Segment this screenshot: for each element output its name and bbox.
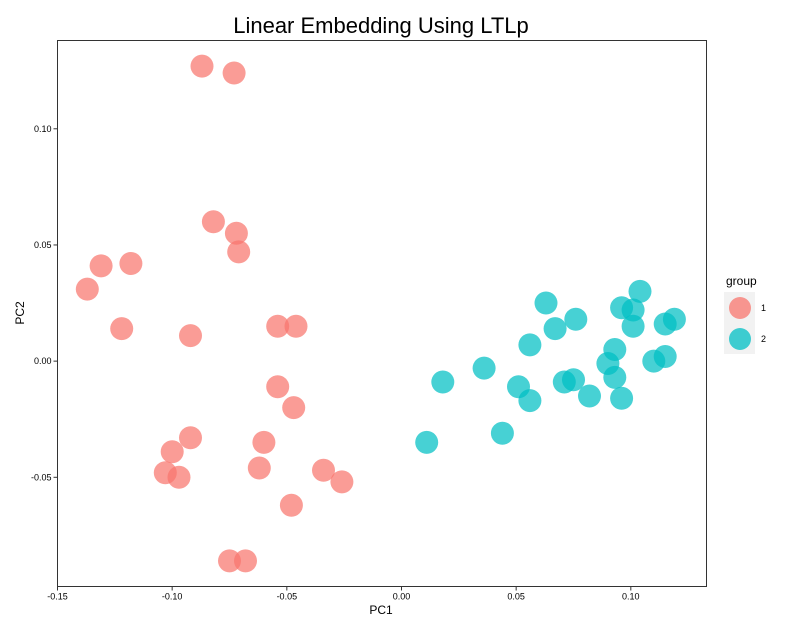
data-point-group-1 [179,426,202,450]
x-tick-label: 0.10 [622,592,640,602]
legend-label-group-2: 2 [761,334,766,344]
data-point-group-1 [279,493,303,517]
data-point-group-1 [252,430,276,454]
data-point-group-1 [160,440,184,464]
x-axis-ticks: -0.15 -0.10 -0.05 0.00 0.05 0.10 [47,586,640,602]
legend-key-group-1 [729,297,751,319]
x-tick-label: -0.10 [162,592,183,602]
data-point-group-1 [201,210,225,234]
data-point-group-2 [621,314,645,338]
data-point-group-2 [653,345,677,368]
y-tick-label: -0.05 [31,472,52,482]
data-point-group-2 [578,384,601,408]
data-point-group-2 [518,333,542,357]
data-point-group-2 [415,430,439,454]
data-point-group-1 [282,396,306,420]
data-point-group-2 [543,317,567,341]
data-point-group-1 [266,314,290,338]
data-point-group-1 [247,456,271,480]
y-axis-title: PC2 [13,301,27,325]
data-point-group-1 [266,375,290,399]
data-point-group-1 [330,470,354,494]
data-point-group-1 [119,252,143,275]
data-point-group-2 [431,370,455,394]
legend-key-group-2 [729,328,751,350]
data-point-group-2 [518,389,542,413]
y-tick-label: 0.10 [34,124,52,134]
data-point-group-1 [75,277,99,301]
x-tick-label: -0.15 [47,592,68,602]
data-point-group-1 [167,465,191,489]
data-point-group-2 [603,338,627,361]
data-points [75,54,686,573]
data-point-group-2 [662,307,686,331]
x-tick-label: 0.00 [393,592,411,602]
data-point-group-1 [110,317,134,341]
y-tick-label: 0.05 [34,240,52,250]
data-point-group-1 [190,54,214,78]
data-point-group-1 [227,240,251,264]
data-point-group-2 [562,368,585,392]
data-point-group-1 [222,61,246,85]
legend-label-group-1: 1 [761,303,766,313]
x-tick-label: -0.05 [277,592,298,602]
data-point-group-2 [603,365,627,389]
legend: group 1 2 [724,274,766,354]
data-point-group-2 [564,307,588,331]
data-point-group-1 [89,254,113,278]
data-point-group-2 [621,298,645,322]
legend-title: group [726,274,757,288]
data-point-group-2 [610,386,634,410]
x-axis-title: PC1 [369,603,393,617]
y-tick-label: 0.00 [34,356,52,366]
data-point-group-1 [218,549,241,573]
chart-title: Linear Embedding Using LTLp [233,13,529,38]
y-axis-ticks: -0.05 0.00 0.05 0.10 [31,124,58,482]
data-point-group-1 [312,458,335,482]
x-tick-label: 0.05 [507,592,525,602]
data-point-group-1 [179,324,202,348]
data-point-group-2 [534,291,558,315]
data-point-group-2 [472,356,496,380]
data-point-group-2 [628,279,652,303]
data-point-group-1 [234,549,257,573]
data-point-group-1 [284,314,308,338]
data-point-group-1 [224,221,248,245]
data-point-group-2 [490,421,514,445]
plot-panel [57,40,707,587]
